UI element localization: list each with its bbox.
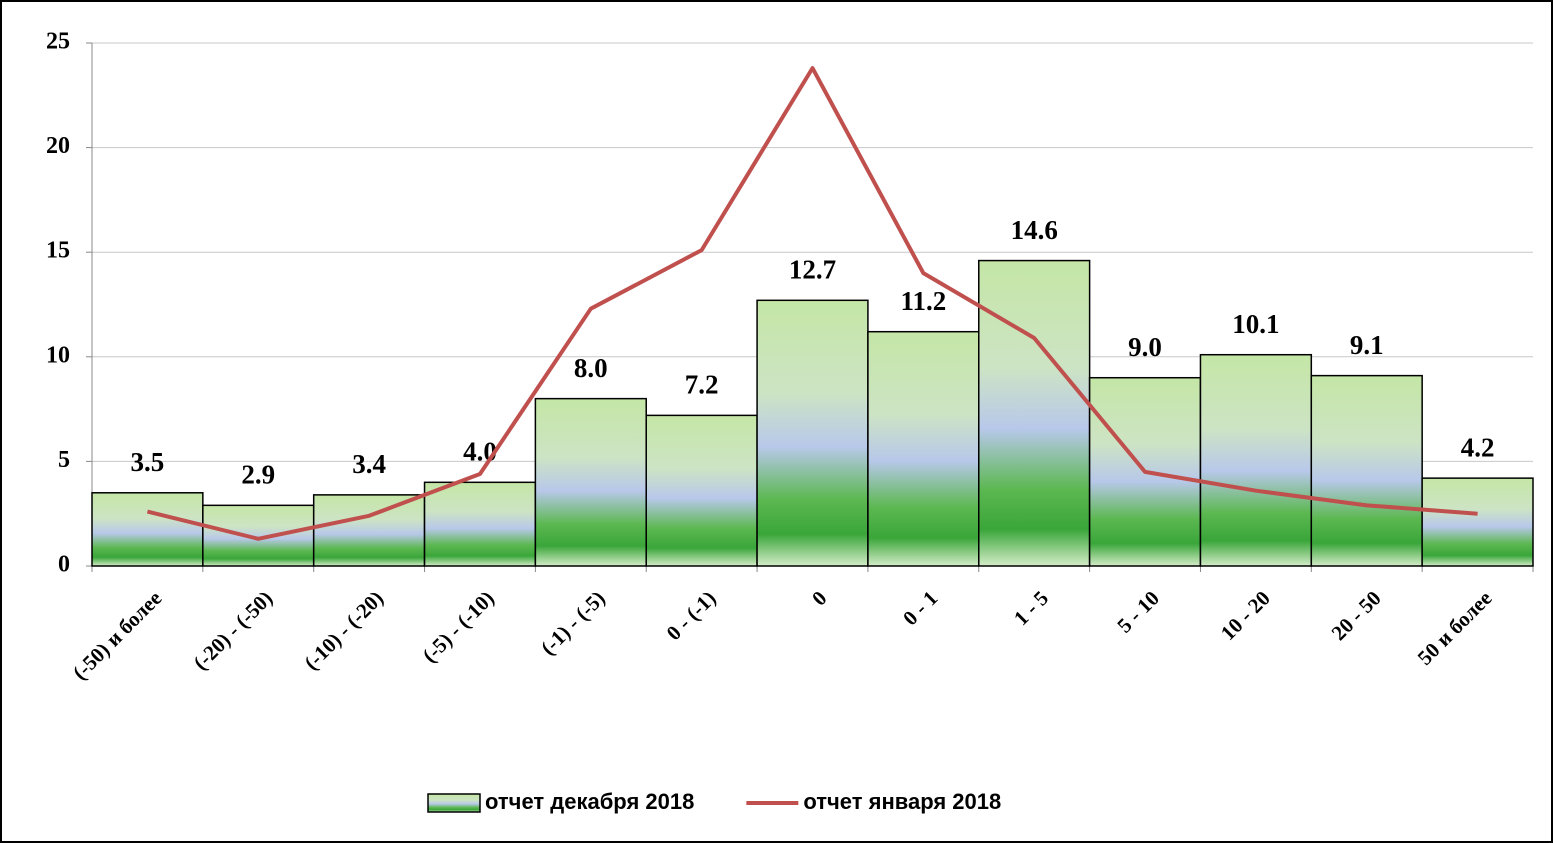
line <box>146 66 1478 541</box>
data-label: 8.0 <box>574 353 608 383</box>
data-label: 2.9 <box>241 460 275 490</box>
y-tick-label: 15 <box>46 238 70 264</box>
y-tick-label: 5 <box>58 447 70 473</box>
data-label: 11.2 <box>900 286 946 316</box>
data-label: 7.2 <box>685 370 719 400</box>
legend-swatch <box>427 793 481 813</box>
data-label: 4.2 <box>1461 432 1495 462</box>
data-label: 14.6 <box>1011 215 1058 245</box>
y-tick-label: 25 <box>46 29 70 55</box>
bar <box>91 492 204 567</box>
bar <box>534 397 647 567</box>
bar <box>1199 353 1313 567</box>
y-tick-label: 10 <box>46 342 70 368</box>
bar <box>1310 374 1423 567</box>
data-label: 9.0 <box>1128 332 1162 362</box>
bar <box>756 299 869 567</box>
data-label: 9.1 <box>1350 330 1384 360</box>
bar <box>423 481 537 567</box>
bar <box>978 259 1091 567</box>
data-label: 4.0 <box>463 437 497 467</box>
bar <box>867 330 980 567</box>
legend-label: отчет декабря 2018 <box>485 789 694 814</box>
data-label: 10.1 <box>1232 309 1279 339</box>
data-label: 3.4 <box>352 449 386 479</box>
bar <box>202 504 315 567</box>
y-tick-label: 0 <box>58 552 70 578</box>
data-label: 3.5 <box>131 447 165 477</box>
data-label: 12.7 <box>789 255 836 285</box>
bar <box>312 494 426 567</box>
y-tick-label: 20 <box>46 133 70 159</box>
bar <box>1421 477 1534 567</box>
bar <box>645 414 758 567</box>
legend-label: отчет января 2018 <box>803 789 1001 814</box>
